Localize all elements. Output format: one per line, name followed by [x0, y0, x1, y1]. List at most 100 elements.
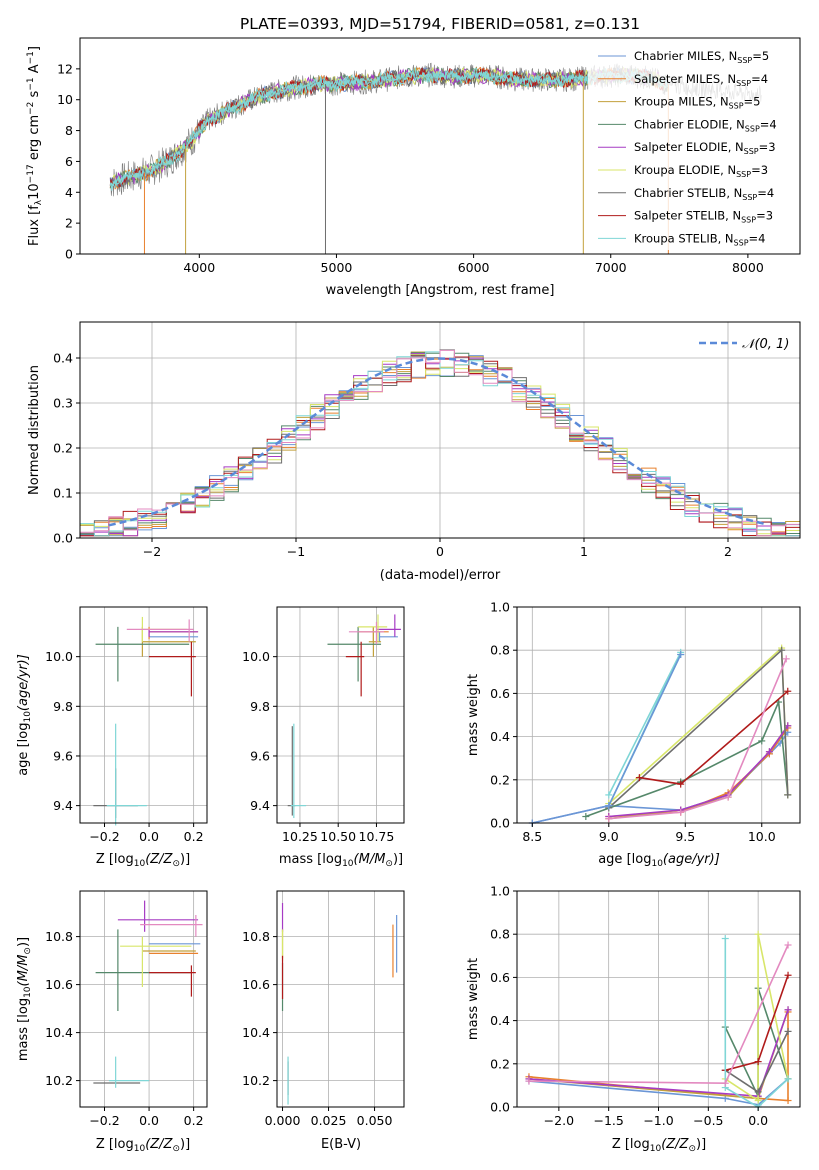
legend-name: Salpeter MILES, N — [634, 72, 736, 86]
ebv-mass-xlabel: E(B-V) — [321, 1137, 361, 1152]
z-mass-ylabel: mass [log10(M/M⊙)] — [16, 937, 33, 1061]
x-tick-label: 0.2 — [184, 1113, 204, 1128]
z-age-panel: −0.2 0.0 0.29.49.69.810.0 Z [log10(Z/Z⊙)] … — [16, 606, 208, 869]
y-tick-label: 10.2 — [45, 1073, 73, 1088]
x-tick-label: 0.050 — [357, 1113, 393, 1128]
x-tick-label: 0.000 — [265, 1113, 301, 1128]
legend-name: Salpeter STELIB, N — [634, 209, 741, 223]
z-weight-panel: −2.0 −1.5 −1.0 −0.5 0.0 0.0 0.2 0.4 0.6 0.8 1.0 Z … — [466, 884, 801, 1154]
weight-line — [608, 648, 789, 809]
ebv-mass-grid — [277, 891, 404, 1107]
legend-label: Salpeter ELODIE, NSSP=3 — [634, 140, 776, 156]
y-tick-label: 1.0 — [490, 600, 510, 615]
legend-label: Chabrier MILES, NSSP=5 — [634, 49, 769, 65]
x-tick-label: 8000 — [732, 260, 764, 275]
legend-sub: SSP — [734, 238, 749, 247]
legend-label: Salpeter MILES, NSSP=4 — [634, 72, 768, 88]
legend-name: Kroupa ELODIE, N — [634, 163, 736, 177]
y-tick-label: 0.3 — [53, 396, 73, 411]
legend-tail: =3 — [756, 209, 773, 223]
y-tick-label: 0.8 — [490, 643, 510, 658]
z-mass-grid — [80, 891, 207, 1107]
z-mass-frame — [79, 890, 208, 1108]
normal-legend-label: 𝒩(0, 1) — [742, 337, 789, 352]
age-weight-lines — [528, 644, 792, 827]
y-tick-label: 0 — [65, 247, 73, 262]
y-tick-label: 0.2 — [490, 1056, 510, 1071]
residual-histogram — [80, 349, 800, 537]
residuals-panel: −2 −1 0 1 2 0.0 0.1 0.2 0.3 0.4 𝒩(0, 1) (data-mod… — [27, 321, 801, 583]
x-tick-label: 0.0 — [139, 829, 159, 844]
y-tick-label: 0.2 — [490, 772, 510, 787]
legend-sub: SSP — [729, 102, 744, 111]
z-age-ylabel: age [log10(age/yr)] — [16, 654, 33, 776]
spectrum-lines — [109, 62, 762, 254]
legend-name: Kroupa STELIB, N — [634, 231, 734, 245]
y-tick-label: 6 — [65, 154, 73, 169]
y-tick-label: 12 — [57, 61, 73, 76]
legend-label: Kroupa MILES, NSSP=5 — [634, 95, 760, 111]
legend-tail: =4 — [757, 186, 774, 200]
spectrum-xlabel: wavelength [Angstrom, rest frame] — [326, 283, 555, 298]
z-age-axes: −0.2 0.0 0.2 9.4 9.6 9.8 10.0 — [45, 649, 203, 844]
weight-line — [725, 974, 789, 1072]
legend-name: Chabrier STELIB, N — [634, 186, 742, 200]
x-tick-label: −0.2 — [89, 1113, 119, 1128]
x-tick-label: 6000 — [458, 260, 490, 275]
legend-name: Salpeter ELODIE, N — [634, 140, 744, 154]
legend-tail: =4 — [751, 72, 768, 86]
x-tick-label: 8.5 — [522, 829, 542, 844]
x-tick-label: 0.0 — [139, 1113, 159, 1128]
x-tick-label: 5000 — [321, 260, 353, 275]
y-tick-label: 9.8 — [250, 699, 270, 714]
legend-label: Salpeter STELIB, NSSP=3 — [634, 209, 773, 225]
x-tick-label: 9.0 — [599, 829, 619, 844]
x-tick-label: 1 — [580, 544, 588, 559]
residuals-ylabel: Normed distribution — [27, 365, 42, 495]
z-weight-axes: −2.0 −1.5 −1.0 −0.5 0.0 0.0 0.2 0.4 0.6 0.8 1.0 — [490, 884, 768, 1129]
z-mass-axes: −0.2 0.0 0.2 10.2 10.4 10.6 10.8 — [45, 929, 203, 1128]
x-tick-label: −0.2 — [89, 829, 119, 844]
y-tick-label: 10.0 — [45, 649, 73, 664]
z-age-xlabel: Z [log10(Z/Z⊙)] — [96, 852, 190, 869]
best-model-line — [109, 69, 669, 188]
y-tick-label: 0.4 — [490, 1013, 510, 1028]
x-tick-label: 0 — [436, 544, 444, 559]
y-tick-label: 10.8 — [242, 929, 270, 944]
weight-line — [585, 698, 789, 818]
z-mass-errorbars — [93, 900, 203, 1088]
legend-sub: SSP — [736, 170, 751, 179]
mass-age-grid — [277, 607, 404, 823]
y-tick-label: 10.6 — [242, 977, 270, 992]
legend-tail: =3 — [759, 140, 776, 154]
figure-title: PLATE=0393, MJD=51794, FIBERID=0581, z=0… — [240, 15, 640, 33]
legend-label: Chabrier STELIB, NSSP=4 — [634, 186, 774, 202]
y-tick-label: 0.0 — [490, 816, 510, 831]
x-tick-label: 10.25 — [282, 829, 318, 844]
legend-label: Kroupa STELIB, NSSP=4 — [634, 231, 765, 247]
residuals-histograms — [80, 349, 800, 537]
mass-age-panel: 10.25 10.50 10.75 9.4 9.6 9.8 10.0 mass [log10… — [242, 606, 405, 869]
y-tick-label: 9.8 — [53, 699, 73, 714]
legend-sub: SSP — [742, 193, 757, 202]
ebv-mass-frame — [276, 890, 405, 1108]
weight-line — [608, 725, 789, 818]
y-tick-label: 0.4 — [53, 351, 73, 366]
x-tick-label: 2 — [724, 544, 732, 559]
x-tick-label: 10.75 — [359, 829, 395, 844]
legend-label: Kroupa ELODIE, NSSP=3 — [634, 163, 768, 179]
y-tick-label: 2 — [65, 216, 73, 231]
x-tick-label: −1.0 — [643, 1113, 673, 1128]
z-weight-ylabel: mass weight — [466, 958, 481, 1040]
legend-name: Chabrier ELODIE, N — [634, 117, 745, 131]
spectrum-axes: 4000 5000 6000 7000 8000 0 2 4 6 8 10 12 — [57, 61, 764, 275]
weight-line — [608, 658, 787, 820]
y-tick-label: 9.4 — [250, 798, 270, 813]
z-mass-xlabel: Z [log10(Z/Z⊙)] — [96, 1137, 190, 1154]
y-tick-label: 0.4 — [490, 729, 510, 744]
age-weight-panel: 8.5 9.0 9.5 10.0 0.0 0.2 0.4 0.6 0.8 1.0 age [log… — [466, 600, 801, 869]
y-tick-label: 0.1 — [53, 486, 73, 501]
weight-line — [528, 1078, 789, 1106]
legend-sub: SSP — [737, 56, 752, 65]
